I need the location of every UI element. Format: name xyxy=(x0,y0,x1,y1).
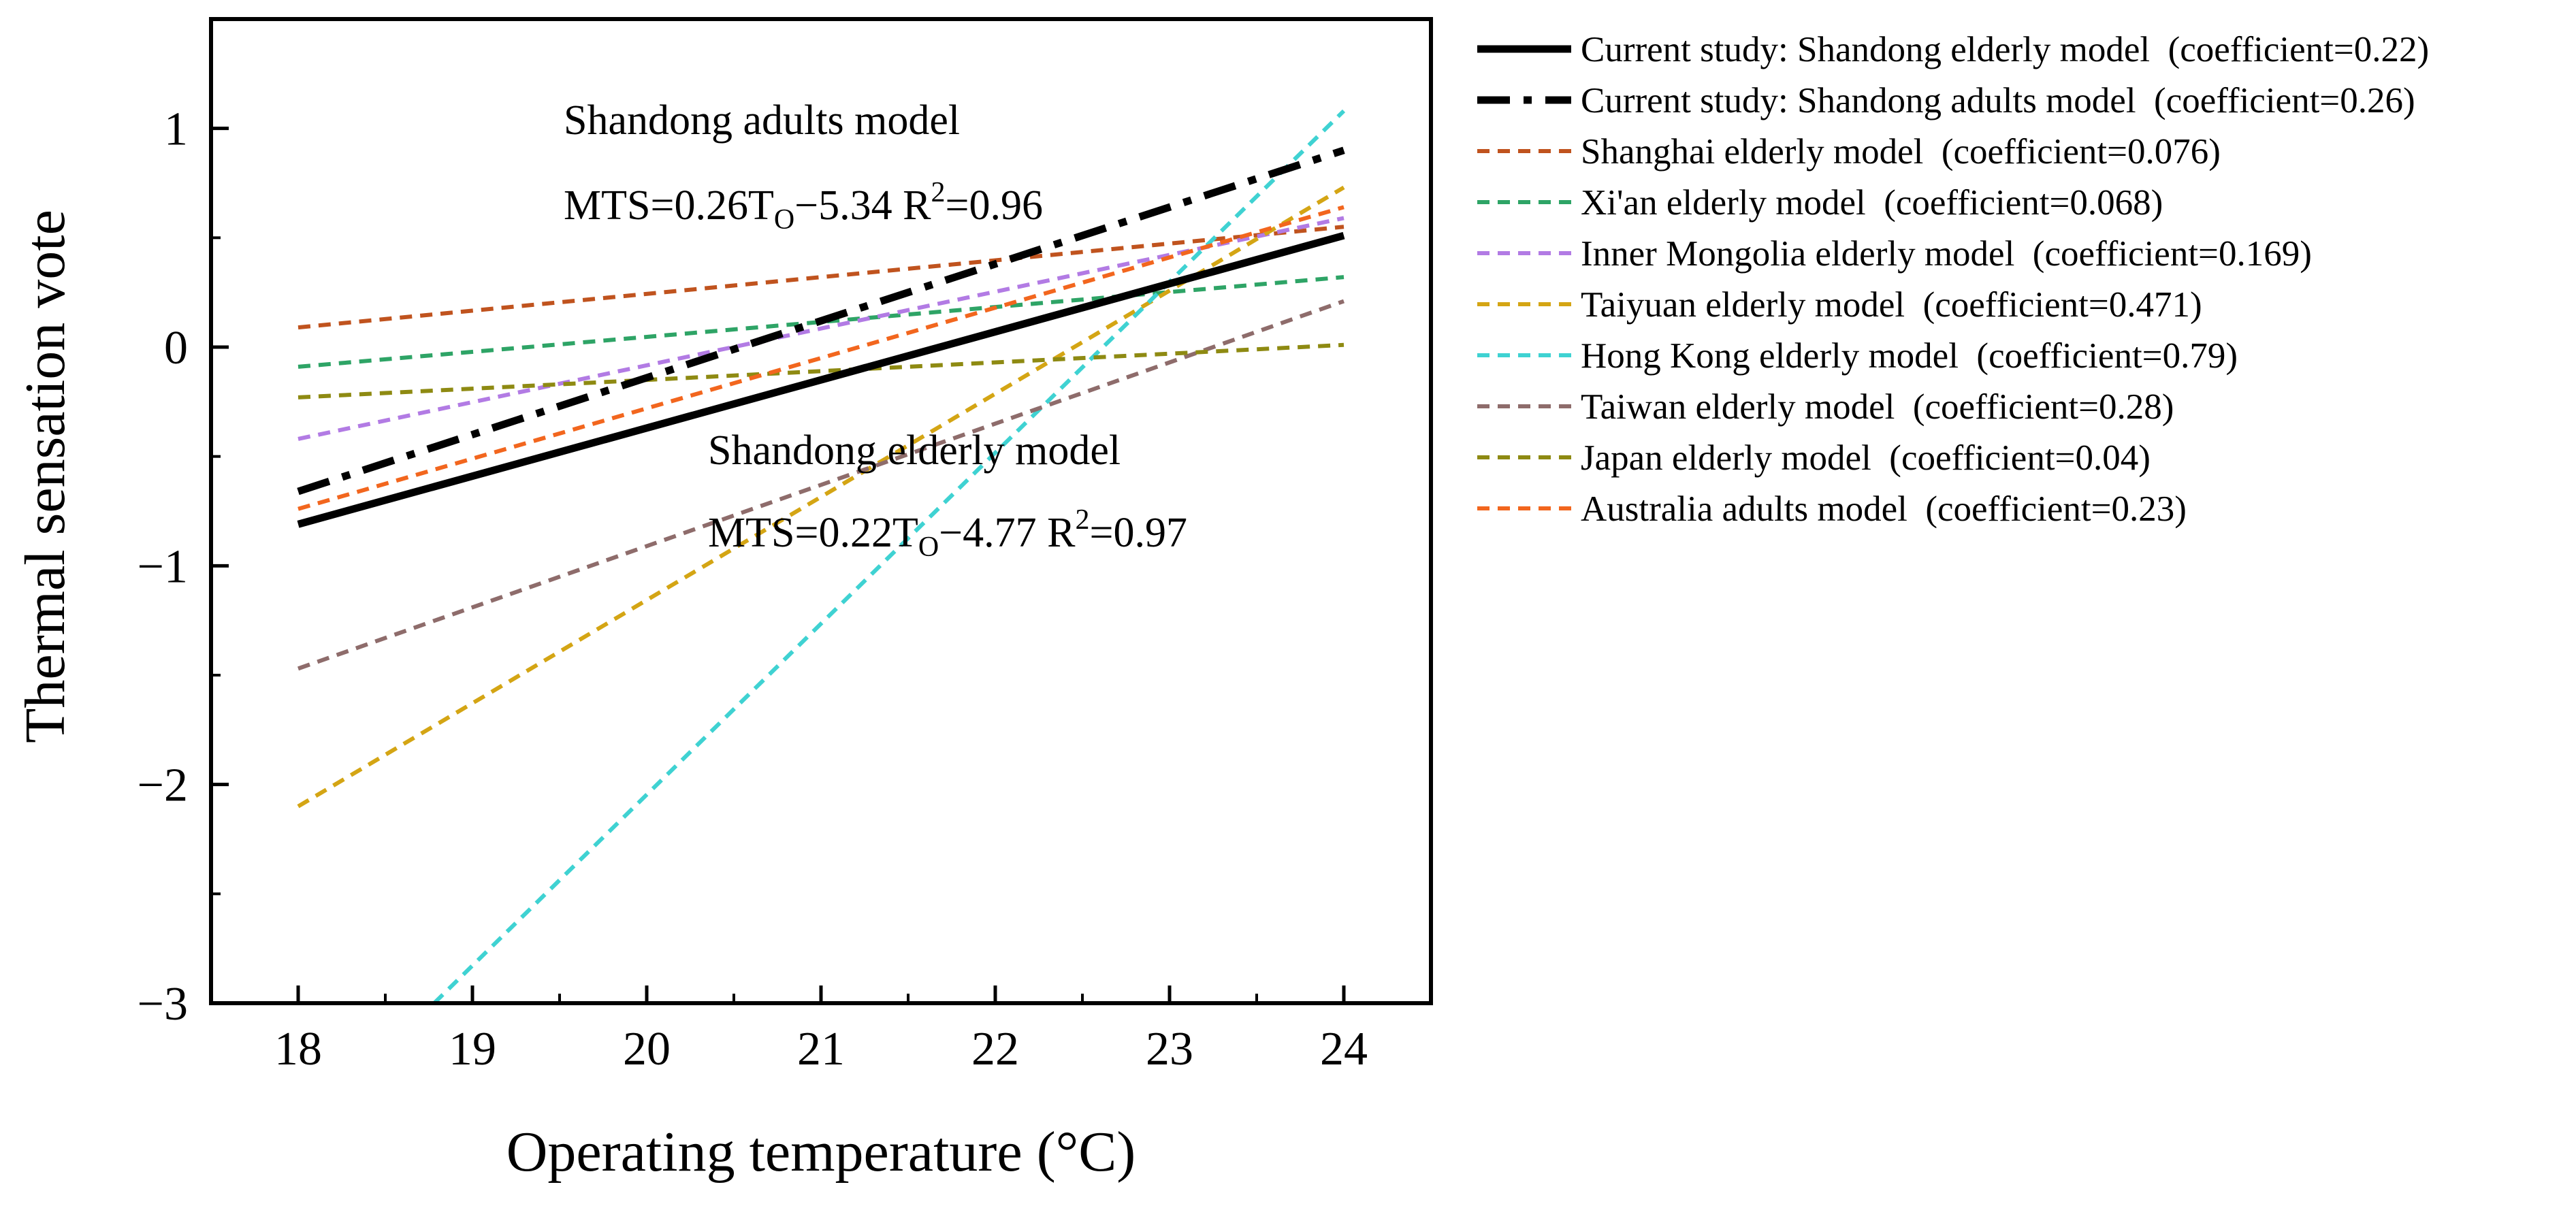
annotation-adults-eq-suffix: =0.96 xyxy=(946,182,1043,229)
x-axis-title: Operating temperature (°C) xyxy=(506,1120,1136,1184)
annotation-elderly-equation: MTS=0.22TO−4.77 R2=0.97 xyxy=(708,504,1187,563)
legend-label-1: Current study: Shandong adults model (co… xyxy=(1581,81,2415,120)
y-tick-label-3: 0 xyxy=(164,322,188,374)
x-tick-label-5: 23 xyxy=(1146,1023,1193,1075)
x-tick-label-0: 18 xyxy=(274,1023,322,1075)
series-line-4 xyxy=(297,216,1345,441)
annotation-elderly-eq-suffix: =0.97 xyxy=(1090,510,1187,556)
x-tick-label-2: 20 xyxy=(623,1023,671,1075)
y-axis-title: Thermal sensation vote xyxy=(14,210,77,743)
legend: Current study: Shandong elderly model (c… xyxy=(1477,30,2429,529)
x-tick-label-4: 22 xyxy=(971,1023,1019,1075)
x-tick-label-3: 21 xyxy=(797,1023,845,1075)
legend-label-8: Japan elderly model (coefficient=0.04) xyxy=(1581,438,2151,478)
series-line-8 xyxy=(297,342,1345,400)
x-tick-label-6: 24 xyxy=(1320,1023,1368,1075)
y-tick-label-1: −2 xyxy=(138,760,188,812)
series-line-0 xyxy=(297,231,1345,528)
annotation-elderly-eq-mid: −4.77 R xyxy=(939,510,1076,556)
legend-label-2: Shanghai elderly model (coefficient=0.07… xyxy=(1581,132,2221,172)
series-line-6 xyxy=(432,109,1346,1003)
y-tick-label-2: −1 xyxy=(138,540,188,593)
annotation-adults-title: Shandong adults model xyxy=(564,97,960,144)
legend-label-5: Taiyuan elderly model (coefficient=0.471… xyxy=(1581,285,2202,325)
annotation-elderly-eq-prefix: MTS=0.22T xyxy=(708,510,918,556)
axis-layer: 18 19 20 21 22 23 24−3−2−101 xyxy=(138,103,1368,1075)
series-line-2 xyxy=(297,225,1345,330)
annotation-elderly-title: Shandong elderly model xyxy=(708,427,1121,474)
annotation-adults-equation: MTS=0.26TO−5.34 R2=0.96 xyxy=(564,177,1043,235)
legend-label-6: Hong Kong elderly model (coefficient=0.7… xyxy=(1581,336,2238,376)
series-layer xyxy=(297,109,1346,1003)
series-line-9 xyxy=(297,205,1345,511)
y-tick-label-4: 1 xyxy=(164,103,188,156)
series-line-7 xyxy=(297,299,1345,671)
annotation-elderly-eq-sub: O xyxy=(918,532,939,563)
annotation-adults-eq-prefix: MTS=0.26T xyxy=(564,182,774,229)
series-line-3 xyxy=(297,275,1345,369)
legend-label-4: Inner Mongolia elderly model (coefficien… xyxy=(1581,234,2312,274)
annotation-adults-eq-mid: −5.34 R xyxy=(794,182,931,229)
legend-label-9: Australia adults model (coefficient=0.23… xyxy=(1581,489,2187,529)
legend-label-7: Taiwan elderly model (coefficient=0.28) xyxy=(1581,387,2174,427)
legend-label-0: Current study: Shandong elderly model (c… xyxy=(1581,30,2429,69)
series-line-5 xyxy=(297,185,1345,809)
legend-label-3: Xi'an elderly model (coefficient=0.068) xyxy=(1581,183,2163,223)
annotation-adults-eq-sub: O xyxy=(774,204,794,235)
series-line-1 xyxy=(297,146,1345,495)
annotation-elderly-eq-sup: 2 xyxy=(1076,504,1090,536)
x-tick-label-1: 19 xyxy=(449,1023,496,1075)
annotation-adults-eq-sup: 2 xyxy=(931,177,946,208)
y-tick-label-0: −3 xyxy=(138,978,188,1030)
